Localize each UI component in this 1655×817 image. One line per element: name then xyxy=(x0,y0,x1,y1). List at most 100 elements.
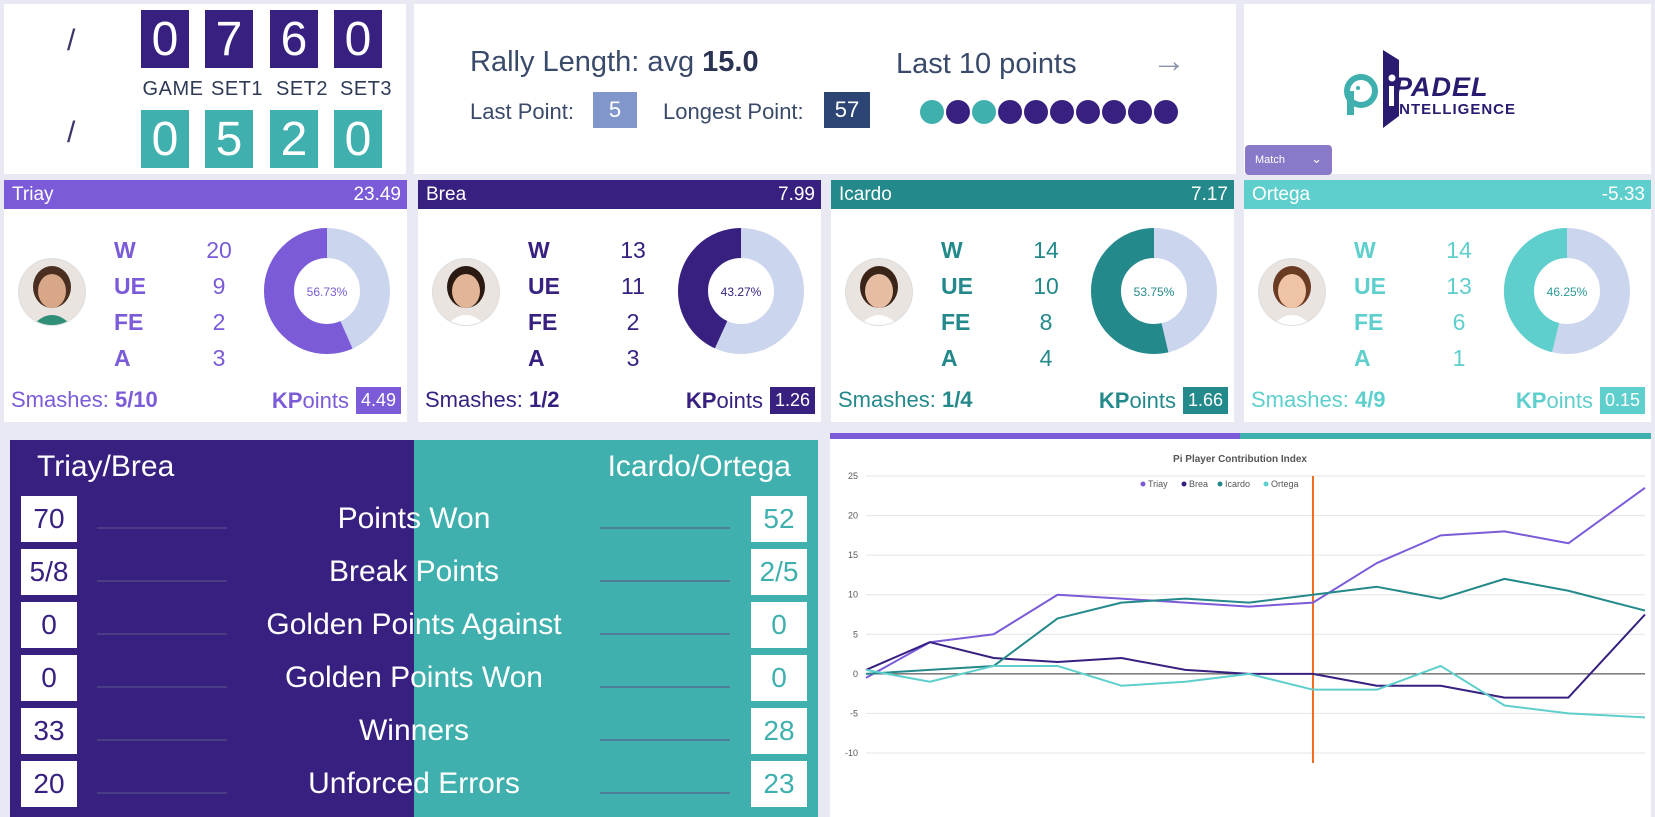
series-line-triay xyxy=(865,487,1646,679)
team1-value: 0 xyxy=(21,655,77,701)
stat-label-a: A xyxy=(1354,345,1371,371)
team2-slash: / xyxy=(67,116,76,149)
longest-point-label: Longest Point: xyxy=(663,99,804,124)
stat-value-fe: 2 xyxy=(626,309,640,335)
rally-panel: Rally Length: avg 15.0 Last Point: 5 Lon… xyxy=(414,4,1236,174)
y-tick-label: 10 xyxy=(848,590,858,600)
kpoints-value: 1.26 xyxy=(769,387,815,414)
points-won-donut: 46.25% xyxy=(1504,228,1630,354)
contribution-chart: Pi Player Contribution Index Triay Brea Ic… xyxy=(845,454,1646,763)
stat-label: Unforced Errors xyxy=(308,767,520,800)
logo-panel: PADEL INTELLIGENCE Match ⌄ xyxy=(1244,4,1651,175)
chart-grid: -10 -5 0 5 10 15 20 25 xyxy=(845,471,1645,763)
kpoints-label: oints xyxy=(1129,387,1176,413)
divider xyxy=(97,580,227,582)
player-card-triay: Triay 23.49 W 20 UE 9 FE 2 A 3 56.73% Sm… xyxy=(4,180,407,422)
kpoints-value: 1.66 xyxy=(1182,387,1228,414)
donut-arc xyxy=(1504,228,1630,354)
team2-value: 0 xyxy=(751,602,807,648)
team1-value: 20 xyxy=(21,761,77,807)
y-tick-label: 20 xyxy=(848,511,858,521)
team2-value: 28 xyxy=(751,708,807,754)
player-card-header: Ortega -5.33 xyxy=(1244,180,1651,209)
smashes-label: Smashes: xyxy=(11,387,109,412)
point-dot-team1 xyxy=(946,100,970,124)
padel-intelligence-logo-icon xyxy=(1344,50,1399,128)
set3-label: SET3 xyxy=(339,78,393,100)
arrow-right-icon[interactable]: → xyxy=(1152,42,1186,80)
stat-label-ue: UE xyxy=(1354,273,1386,299)
smashes-value: 4/9 xyxy=(1354,387,1386,412)
player-name: Ortega xyxy=(1252,183,1311,205)
points-won-donut: 43.27% xyxy=(678,228,804,354)
player-card-icardo: Icardo 7.17 W 14 UE 10 FE 8 A 4 53.75% S… xyxy=(831,180,1234,422)
stat-row-unforced-errors: 20 Unforced Errors 23 xyxy=(10,761,818,809)
stat-label: Points Won xyxy=(337,502,491,535)
points-won-donut: 56.73% xyxy=(264,228,390,354)
chevron-down-icon: ⌄ xyxy=(1311,151,1322,166)
team1-set2-score: 6 xyxy=(270,10,318,68)
match-select[interactable]: Match ⌄ xyxy=(1245,145,1332,175)
contribution-chart-panel: Pi Player Contribution Index Triay Brea Ic… xyxy=(830,433,1651,817)
last-point-value: 5 xyxy=(593,92,637,128)
stat-label-ue: UE xyxy=(941,273,973,299)
series-line-brea xyxy=(865,613,1646,699)
point-dot-team2 xyxy=(972,100,996,124)
logo-line2: INTELLIGENCE xyxy=(1394,101,1517,118)
stat-row-points-won: 70 Points Won 52 xyxy=(10,496,818,544)
point-dot-team2 xyxy=(920,100,944,124)
stat-label: Winners xyxy=(358,714,470,747)
stat-value-ue: 10 xyxy=(1033,273,1059,299)
divider xyxy=(600,527,730,529)
kpoints: KP oints 1.26 xyxy=(686,387,815,414)
game-label: GAME xyxy=(142,78,204,100)
smashes-value: 5/10 xyxy=(114,387,158,412)
player-avatar xyxy=(433,259,499,325)
legend-label-icardo: Icardo xyxy=(1225,479,1250,489)
smashes: Smashes: 5/10 xyxy=(11,387,158,413)
kpoints-k: KP xyxy=(685,387,717,413)
donut-arc xyxy=(678,228,804,354)
player-avatar xyxy=(19,259,85,325)
point-dot-team1 xyxy=(998,100,1022,124)
team1-value: 5/8 xyxy=(21,549,77,595)
donut-percent: 56.73% xyxy=(307,285,348,299)
smashes: Smashes: 4/9 xyxy=(1251,387,1386,413)
set1-label: SET1 xyxy=(210,78,264,100)
stat-value-fe: 2 xyxy=(212,309,226,335)
divider xyxy=(97,686,227,688)
player-card-header: Triay 23.49 xyxy=(4,180,407,209)
team1-game-score: 0 xyxy=(141,10,189,68)
logo-line1: PADEL xyxy=(1394,72,1489,102)
kpoints-value: 4.49 xyxy=(355,387,401,414)
player-avatar xyxy=(846,259,912,325)
stat-row-winners: 33 Winners 28 xyxy=(10,708,818,756)
player-name: Triay xyxy=(12,183,54,205)
divider xyxy=(97,792,227,794)
rally-length-avg: 15.0 xyxy=(702,46,759,78)
y-tick-label: 25 xyxy=(848,471,858,481)
chart-top-bar-team1 xyxy=(830,433,1240,439)
team2-value: 2/5 xyxy=(751,549,807,595)
team1-value: 0 xyxy=(21,602,77,648)
donut-percent: 53.75% xyxy=(1134,285,1175,299)
point-dot-team1 xyxy=(1154,100,1178,124)
point-dot-team1 xyxy=(1128,100,1152,124)
stat-row-break-points: 5/8 Break Points 2/5 xyxy=(10,549,818,597)
stat-value-a: 1 xyxy=(1452,345,1466,371)
team2-set1-score: 5 xyxy=(205,110,253,168)
chart-lines xyxy=(865,487,1646,719)
stat-value-w: 20 xyxy=(206,237,232,263)
legend-label-ortega: Ortega xyxy=(1271,479,1299,489)
smashes-value: 1/4 xyxy=(941,387,973,412)
legend-marker-triay xyxy=(1140,481,1146,487)
team1-value: 33 xyxy=(21,708,77,754)
divider xyxy=(97,527,227,529)
kpoints-label: oints xyxy=(302,387,349,413)
team2-value: 0 xyxy=(751,655,807,701)
donut-arc xyxy=(1091,228,1217,354)
smashes-label: Smashes: xyxy=(838,387,936,412)
y-tick-label: 0 xyxy=(853,669,858,679)
team2-name: Icardo/Ortega xyxy=(607,450,791,483)
point-dot-team1 xyxy=(1102,100,1126,124)
